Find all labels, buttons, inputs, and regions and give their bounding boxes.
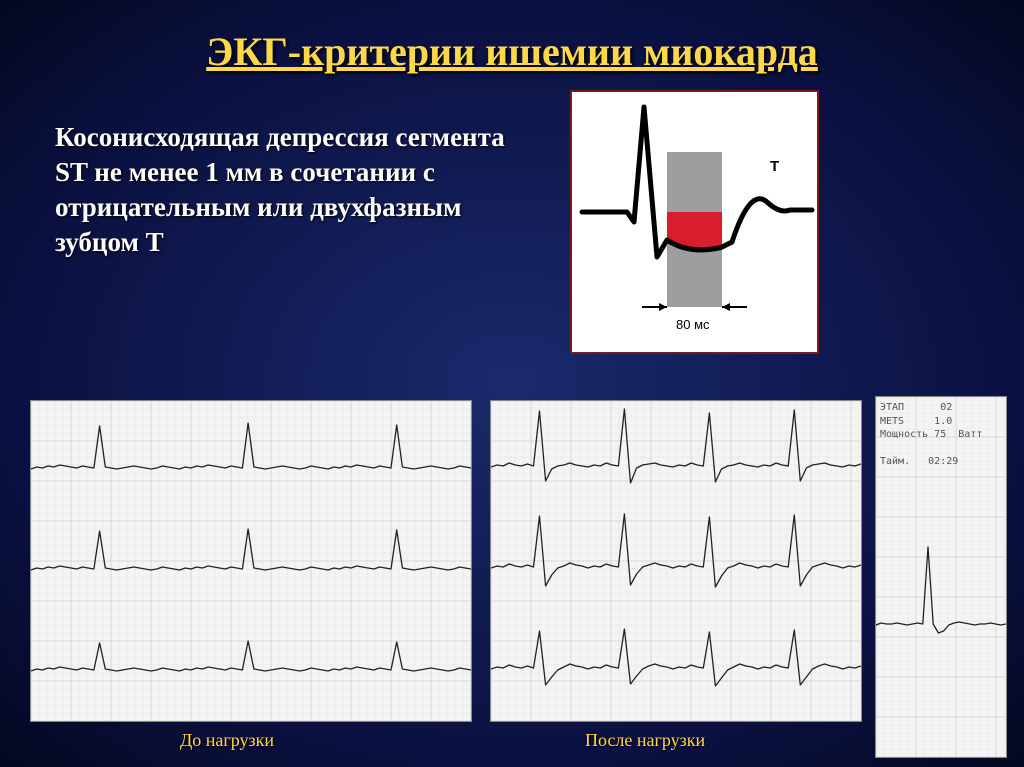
ecg-after-panel: [490, 400, 862, 722]
t-wave-label: T: [770, 158, 779, 175]
ecg-after-svg: [491, 401, 861, 721]
st-depression-diagram: T 80 мс: [570, 90, 819, 354]
diagram-svg: [572, 92, 817, 352]
ecg-before-svg: [31, 401, 471, 721]
ecg-detail-panel: ЭТАП 02 METS 1.0 Мощность 75 Ватт Тайм. …: [875, 396, 1007, 758]
ecg-before-panel: [30, 400, 472, 722]
slide-root: ЭКГ-критерии ишемии миокарда Косонисходя…: [0, 0, 1024, 767]
ecg-detail-info: ЭТАП 02 METS 1.0 Мощность 75 Ватт Тайм. …: [880, 401, 982, 469]
duration-label: 80 мс: [676, 317, 710, 332]
slide-title: ЭКГ-критерии ишемии миокарда: [0, 0, 1024, 75]
body-text: Косонисходящая депрессия сегмента ST не …: [55, 120, 525, 260]
caption-before: До нагрузки: [180, 730, 274, 751]
caption-after: После нагрузки: [585, 730, 705, 751]
